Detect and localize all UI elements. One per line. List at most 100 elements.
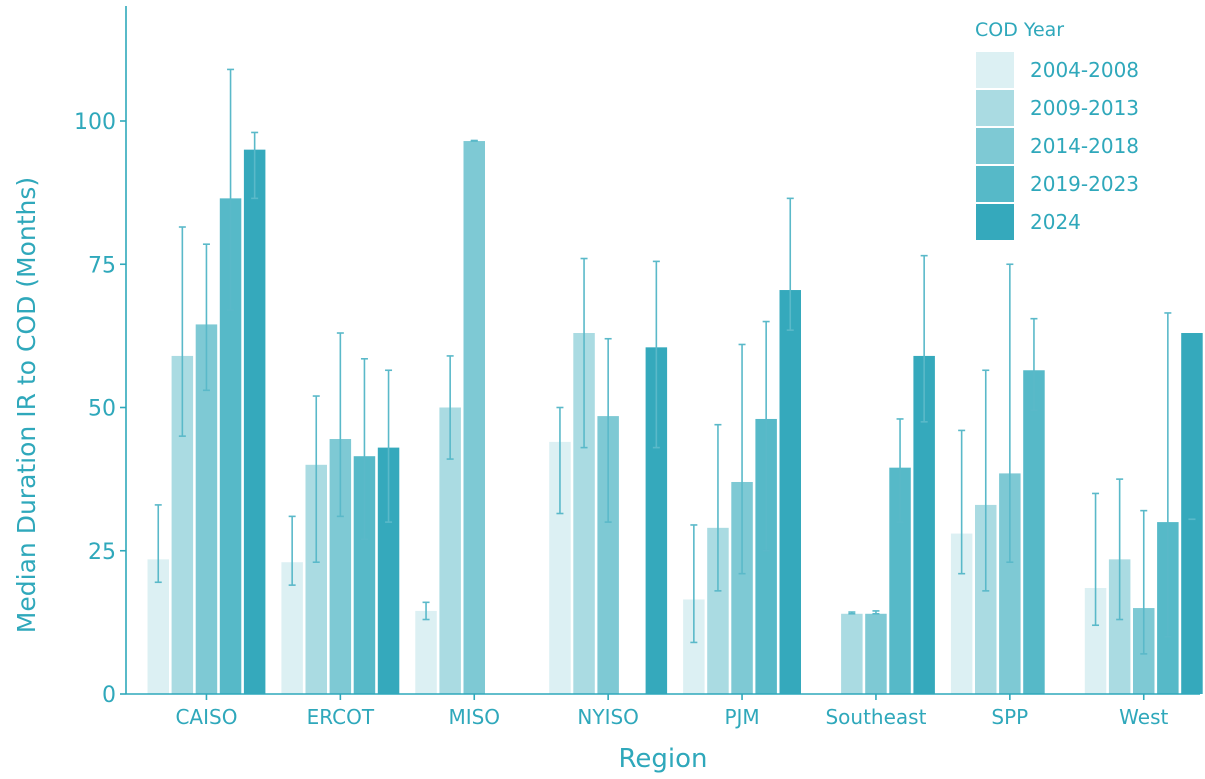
bar-ERCOT-2004-2008 xyxy=(281,562,303,694)
x-tick-label-Southeast: Southeast xyxy=(825,705,926,729)
error-bar-MISO-2004-2008 xyxy=(422,601,430,621)
bar-NYISO-2009-2013 xyxy=(573,333,595,694)
bar-NYISO-2014-2018 xyxy=(597,416,619,694)
error-bar-PJM-2024 xyxy=(786,197,794,331)
legend-swatch-2009-2013 xyxy=(976,90,1014,126)
error-bar-CAISO-2004-2008 xyxy=(154,504,162,584)
y-ticks: 0 25 50 75 100 xyxy=(74,110,126,708)
x-tick-label-MISO: MISO xyxy=(448,705,500,729)
legend-title: COD Year xyxy=(975,19,1064,41)
y-axis-title: Median Duration IR to COD (Months) xyxy=(12,177,41,633)
error-bar-CAISO-2014-2018 xyxy=(202,243,210,392)
bar-CAISO-2014-2018 xyxy=(195,324,218,694)
bar-ERCOT-2019-2023 xyxy=(353,456,376,694)
bar-Southeast-2019-2023 xyxy=(889,467,911,694)
legend-swatch-2004-2008 xyxy=(976,52,1014,88)
y-tick-label-50: 50 xyxy=(88,397,116,422)
bar-CAISO-2009-2013 xyxy=(171,355,194,694)
bars-layer xyxy=(147,141,1203,695)
legend-label-2009-2013: 2009-2013 xyxy=(1030,96,1139,120)
bar-MISO-2004-2008 xyxy=(415,610,437,694)
y-tick-label-75: 75 xyxy=(88,253,116,278)
error-bar-NYISO-2014-2018 xyxy=(604,337,612,523)
error-bar-Southeast-2014-2018 xyxy=(872,610,880,615)
error-bar-ERCOT-2024 xyxy=(385,369,393,523)
bar-PJM-2014-2018 xyxy=(731,481,753,694)
error-bar-SPP-2019-2023 xyxy=(1030,317,1038,412)
error-bar-West-2019-2023 xyxy=(1164,312,1172,638)
error-bar-Southeast-2024 xyxy=(920,254,928,423)
error-bar-SPP-2004-2008 xyxy=(958,429,966,575)
bar-ERCOT-2009-2013 xyxy=(305,464,327,694)
error-bar-PJM-2014-2018 xyxy=(738,343,746,575)
error-bar-West-2004-2008 xyxy=(1092,492,1100,627)
error-bar-CAISO-2009-2013 xyxy=(178,226,186,437)
legend-swatch-2014-2018 xyxy=(976,128,1014,164)
bar-Southeast-2024 xyxy=(913,355,935,694)
bar-MISO-2009-2013 xyxy=(439,407,461,694)
error-bar-NYISO-2024 xyxy=(652,260,660,449)
x-tick-label-ERCOT: ERCOT xyxy=(307,705,375,729)
error-bar-ERCOT-2009-2013 xyxy=(312,395,320,564)
bar-PJM-2024 xyxy=(779,290,801,694)
error-bar-PJM-2009-2013 xyxy=(714,423,722,592)
bar-ERCOT-2024 xyxy=(377,447,400,694)
error-bars-layer xyxy=(154,68,1196,655)
y-tick-label-25: 25 xyxy=(88,540,116,565)
bar-ERCOT-2014-2018 xyxy=(329,439,352,694)
error-bar-SPP-2009-2013 xyxy=(982,369,990,592)
legend-label-2004-2008: 2004-2008 xyxy=(1030,58,1139,82)
x-ticks: CAISO ERCOT MISO NYISO PJM Southeast SPP West xyxy=(175,694,1168,729)
bar-PJM-2004-2008 xyxy=(683,599,705,694)
bar-West-2024 xyxy=(1181,333,1203,694)
error-bar-ERCOT-2014-2018 xyxy=(336,332,344,518)
error-bar-SPP-2014-2018 xyxy=(1006,263,1014,564)
bar-CAISO-2024 xyxy=(243,149,266,694)
error-bar-PJM-2019-2023 xyxy=(762,320,770,552)
legend-label-2024: 2024 xyxy=(1030,210,1081,234)
error-bar-West-2009-2013 xyxy=(1116,478,1124,621)
error-bar-ERCOT-2019-2023 xyxy=(360,357,368,541)
bar-CAISO-2004-2008 xyxy=(147,559,169,694)
bar-SPP-2009-2013 xyxy=(975,504,997,694)
bar-SPP-2019-2023 xyxy=(1023,370,1045,694)
bar-PJM-2009-2013 xyxy=(707,527,729,694)
x-tick-label-CAISO: CAISO xyxy=(175,705,237,729)
legend-swatch-2019-2023 xyxy=(976,166,1014,202)
error-bar-CAISO-2024 xyxy=(251,131,259,200)
x-tick-label-West: West xyxy=(1119,705,1168,729)
error-bar-NYISO-2004-2008 xyxy=(556,406,564,515)
bar-PJM-2019-2023 xyxy=(755,418,777,694)
error-bar-Southeast-2009-2013 xyxy=(848,611,856,615)
bar-CAISO-2019-2023 xyxy=(219,198,242,695)
bar-NYISO-2024 xyxy=(645,347,668,694)
error-bar-Southeast-2019-2023 xyxy=(896,418,904,523)
bar-Southeast-2014-2018 xyxy=(865,613,887,694)
x-tick-label-PJM: PJM xyxy=(724,705,759,729)
error-bar-NYISO-2009-2013 xyxy=(580,257,588,449)
bar-West-2009-2013 xyxy=(1108,559,1131,694)
error-bar-West-2014-2018 xyxy=(1140,509,1148,655)
legend: COD Year 2004-2008 2009-2013 2014-2018 2019… xyxy=(975,19,1139,240)
error-bar-MISO-2009-2013 xyxy=(446,355,454,460)
bar-Southeast-2009-2013 xyxy=(841,613,863,694)
error-bar-ERCOT-2004-2008 xyxy=(288,515,296,586)
error-bar-PJM-2004-2008 xyxy=(690,524,698,644)
legend-swatch-2024 xyxy=(976,204,1014,240)
error-bar-CAISO-2019-2023 xyxy=(227,68,235,311)
bar-West-2004-2008 xyxy=(1084,587,1107,694)
legend-items: 2004-2008 2009-2013 2014-2018 2019-2023 2024 xyxy=(976,52,1139,240)
error-bar-MISO-2014-2018 xyxy=(470,139,478,142)
x-axis-title: Region xyxy=(618,744,707,774)
bar-SPP-2004-2008 xyxy=(950,533,973,694)
bar-SPP-2014-2018 xyxy=(999,473,1021,694)
bar-MISO-2014-2018 xyxy=(463,141,485,694)
x-tick-label-NYISO: NYISO xyxy=(577,705,639,729)
legend-label-2019-2023: 2019-2023 xyxy=(1030,172,1139,196)
x-tick-label-SPP: SPP xyxy=(991,705,1028,729)
y-tick-label-0: 0 xyxy=(102,683,116,708)
bar-NYISO-2004-2008 xyxy=(549,441,571,694)
y-tick-label-100: 100 xyxy=(74,110,116,135)
